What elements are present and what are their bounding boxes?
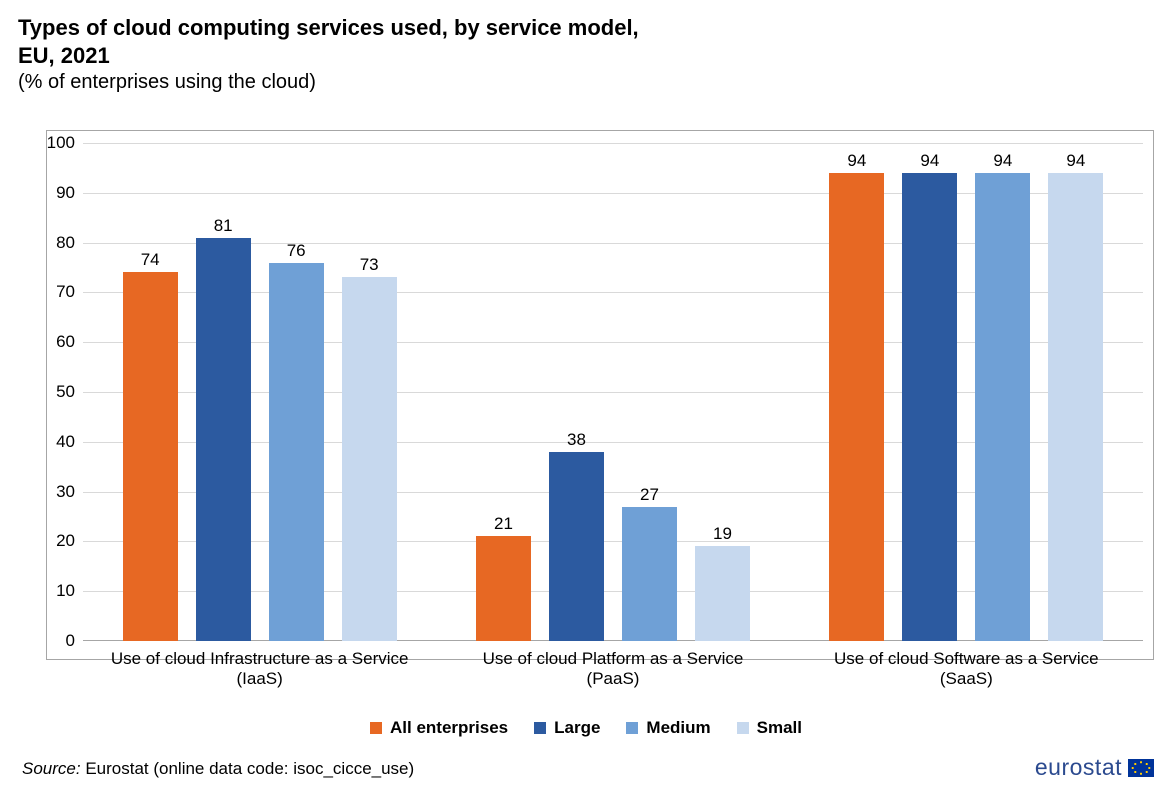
bar-value-label: 94	[900, 151, 960, 171]
legend-swatch	[737, 722, 749, 734]
chart-title-line1: Types of cloud computing services used, …	[18, 14, 1154, 42]
eurostat-logo-text: eurostat	[1035, 754, 1122, 781]
y-tick-label: 80	[35, 233, 75, 253]
bar	[123, 272, 178, 641]
y-tick-label: 70	[35, 282, 75, 302]
chart-title-line2: EU, 2021	[18, 42, 1154, 70]
legend-item: Medium	[626, 718, 710, 738]
y-tick-label: 40	[35, 432, 75, 452]
bar	[342, 277, 397, 641]
bar-value-label: 76	[266, 241, 326, 261]
bar	[622, 507, 677, 641]
category-label: Use of cloud Software as a Service(SaaS)	[790, 649, 1143, 690]
chart-subtitle: (% of enterprises using the cloud)	[18, 71, 1154, 94]
y-tick-label: 30	[35, 482, 75, 502]
legend-item: All enterprises	[370, 718, 508, 738]
legend-label: Large	[554, 718, 600, 738]
bar-value-label: 94	[827, 151, 887, 171]
source-label: Source:	[22, 759, 81, 778]
bar-value-label: 27	[620, 485, 680, 505]
plot-area: 010203040506070809010074817673Use of clo…	[83, 143, 1143, 641]
legend-label: Medium	[646, 718, 710, 738]
y-tick-label: 90	[35, 183, 75, 203]
source-value: Eurostat (online data code: isoc_cicce_u…	[81, 759, 415, 778]
bar	[695, 546, 750, 641]
bar	[975, 173, 1030, 641]
y-tick-label: 60	[35, 332, 75, 352]
legend-item: Small	[737, 718, 802, 738]
bar	[829, 173, 884, 641]
legend-swatch	[534, 722, 546, 734]
eu-flag-icon	[1128, 759, 1154, 777]
category-label: Use of cloud Platform as a Service(PaaS)	[436, 649, 789, 690]
legend-swatch	[370, 722, 382, 734]
bar-value-label: 21	[474, 514, 534, 534]
chart-frame: 010203040506070809010074817673Use of clo…	[46, 130, 1154, 660]
legend: All enterprises Large Medium Small	[0, 718, 1172, 738]
eurostat-logo: eurostat	[1035, 754, 1154, 781]
bar-value-label: 94	[973, 151, 1033, 171]
bar-value-label: 19	[693, 524, 753, 544]
bar	[476, 536, 531, 641]
y-tick-label: 10	[35, 581, 75, 601]
category-label: Use of cloud Infrastructure as a Service…	[83, 649, 436, 690]
source-text: Source: Eurostat (online data code: isoc…	[22, 759, 414, 779]
y-tick-label: 100	[35, 133, 75, 153]
y-tick-label: 20	[35, 531, 75, 551]
bar-value-label: 94	[1046, 151, 1106, 171]
bar	[269, 263, 324, 641]
legend-label: All enterprises	[390, 718, 508, 738]
bar-value-label: 74	[120, 250, 180, 270]
y-tick-label: 50	[35, 382, 75, 402]
gridline	[83, 143, 1143, 144]
y-tick-label: 0	[35, 631, 75, 651]
legend-label: Small	[757, 718, 802, 738]
bar-value-label: 73	[339, 255, 399, 275]
bar	[902, 173, 957, 641]
bar	[1048, 173, 1103, 641]
bar-value-label: 38	[547, 430, 607, 450]
bar	[549, 452, 604, 641]
legend-swatch	[626, 722, 638, 734]
bar	[196, 238, 251, 641]
bar-value-label: 81	[193, 216, 253, 236]
legend-item: Large	[534, 718, 600, 738]
